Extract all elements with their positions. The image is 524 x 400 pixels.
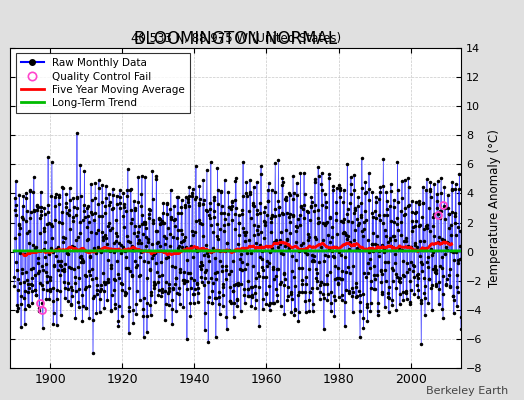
- Title: BLOOMINGTON NORMAL: BLOOMINGTON NORMAL: [134, 30, 337, 48]
- Text: 40.533 N, 88.975 W (United States): 40.533 N, 88.975 W (United States): [130, 32, 341, 45]
- Legend: Raw Monthly Data, Quality Control Fail, Five Year Moving Average, Long-Term Tren: Raw Monthly Data, Quality Control Fail, …: [16, 53, 190, 113]
- Y-axis label: Temperature Anomaly (°C): Temperature Anomaly (°C): [488, 129, 501, 287]
- Text: Berkeley Earth: Berkeley Earth: [426, 386, 508, 396]
